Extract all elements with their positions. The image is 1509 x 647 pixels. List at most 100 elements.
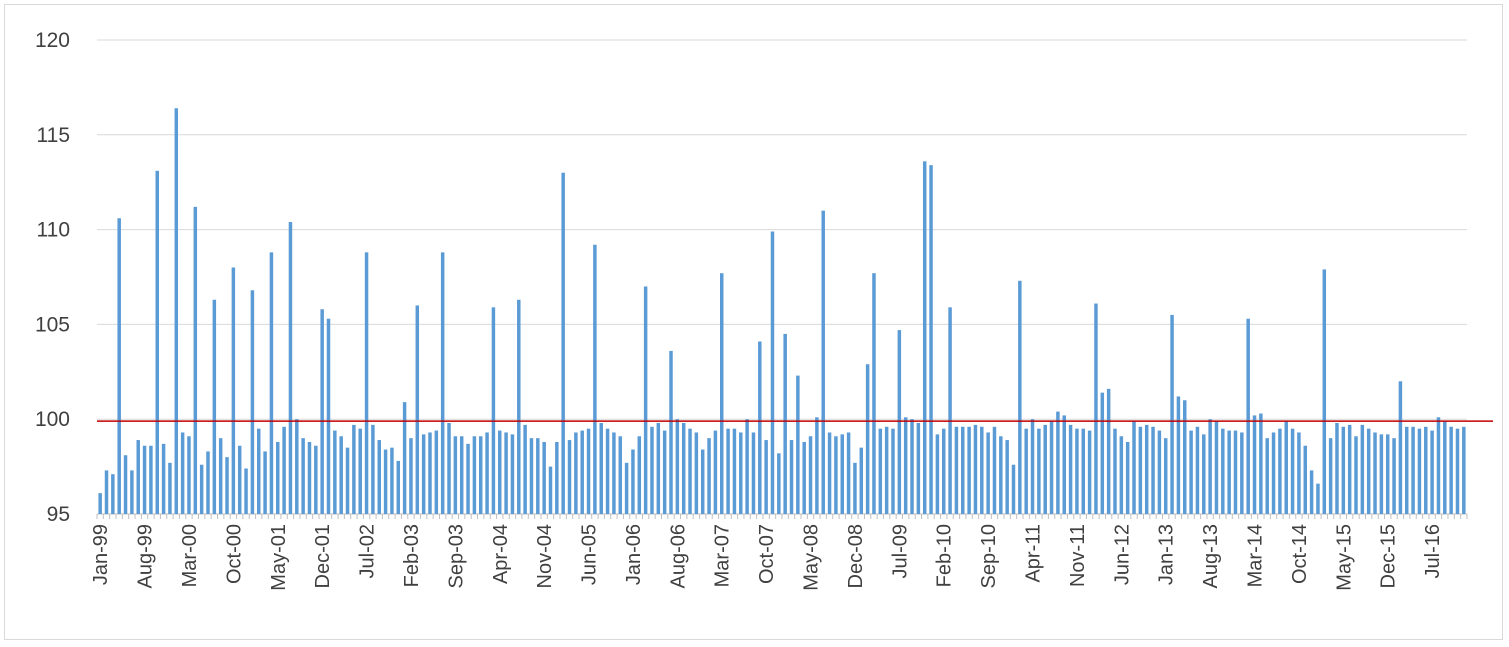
bar	[1322, 269, 1327, 514]
bar	[1259, 413, 1263, 514]
bar	[650, 426, 654, 514]
bar	[1018, 280, 1022, 514]
bar	[1227, 430, 1231, 514]
bar	[212, 299, 217, 514]
bar	[567, 440, 572, 514]
bar	[377, 440, 381, 514]
bar	[1411, 426, 1415, 514]
bar	[1024, 428, 1028, 514]
bar	[358, 428, 362, 514]
bar	[758, 341, 762, 514]
bar	[453, 436, 458, 514]
bar	[536, 438, 540, 514]
bar	[218, 438, 223, 514]
bar	[1151, 426, 1155, 514]
bar	[1043, 424, 1047, 514]
bar	[104, 470, 109, 514]
x-tick-label: May-15	[1333, 524, 1355, 591]
bar	[656, 422, 661, 514]
bar	[827, 432, 832, 514]
bar	[1037, 428, 1041, 514]
bar	[624, 462, 629, 514]
bar	[250, 290, 255, 514]
bar	[364, 252, 369, 515]
bar	[352, 424, 356, 514]
bar	[783, 333, 787, 514]
bar	[745, 419, 749, 514]
bar	[123, 455, 128, 514]
x-tick-label: Aug-06	[667, 524, 689, 589]
bar	[1125, 441, 1130, 514]
bar	[440, 252, 445, 515]
bar	[1405, 426, 1409, 514]
bar	[637, 436, 642, 514]
bar	[681, 422, 686, 514]
bar	[491, 307, 496, 514]
bar	[1347, 424, 1352, 514]
bar	[834, 436, 838, 514]
x-tick-label: Feb-10	[934, 524, 956, 587]
bar	[434, 430, 439, 514]
bar	[130, 470, 134, 514]
bar	[980, 426, 984, 514]
bar	[1398, 381, 1403, 514]
bar	[612, 432, 616, 514]
bar	[523, 424, 527, 514]
bar	[276, 441, 280, 514]
bar	[891, 428, 895, 514]
x-tick-label: Mar-07	[712, 524, 734, 587]
x-tick-label: Mar-00	[179, 524, 201, 587]
bar	[1183, 400, 1187, 514]
bar	[865, 364, 870, 514]
bar	[973, 424, 978, 514]
bar	[256, 428, 261, 514]
bar	[402, 402, 407, 514]
bar	[1202, 434, 1206, 514]
y-tick-label: 95	[47, 503, 70, 526]
bar	[1309, 470, 1314, 514]
bar	[1417, 428, 1422, 514]
bar	[707, 438, 711, 514]
bar	[459, 436, 464, 514]
x-tick-label: Aug-13	[1200, 524, 1222, 589]
bar	[1138, 426, 1143, 514]
bar	[333, 430, 337, 514]
bar	[1221, 428, 1225, 514]
bar	[593, 244, 597, 514]
bar	[1075, 428, 1079, 514]
bar	[244, 468, 248, 514]
bar	[941, 428, 946, 514]
x-tick-label: Apr-04	[490, 524, 512, 584]
x-tick-label: Sep-10	[978, 524, 1000, 589]
bar	[586, 428, 591, 514]
bar	[180, 432, 185, 514]
bar	[967, 426, 971, 514]
bar	[1436, 417, 1441, 514]
bar	[872, 273, 876, 514]
bar	[1424, 426, 1428, 514]
bar	[548, 466, 553, 514]
x-tick-label: Nov-04	[534, 524, 556, 588]
bar	[1449, 426, 1453, 514]
bar	[1214, 421, 1219, 514]
bar	[1341, 426, 1346, 514]
x-tick-label: Oct-07	[756, 524, 778, 584]
bar	[428, 432, 432, 514]
bar	[504, 432, 508, 514]
bar	[269, 252, 274, 515]
bar	[1005, 440, 1009, 514]
bar	[111, 474, 115, 514]
bar	[415, 305, 420, 514]
bar	[339, 436, 343, 514]
bar	[371, 424, 375, 514]
x-tick-label: Feb-03	[401, 524, 423, 587]
bar	[542, 441, 546, 514]
bar	[1163, 438, 1168, 514]
bar	[1068, 424, 1073, 514]
bar	[1360, 424, 1365, 514]
bar	[168, 462, 172, 514]
bar	[288, 222, 293, 515]
bar	[282, 426, 286, 514]
y-tick-label: 120	[35, 29, 70, 52]
x-tick-label: Jun-05	[579, 524, 601, 585]
